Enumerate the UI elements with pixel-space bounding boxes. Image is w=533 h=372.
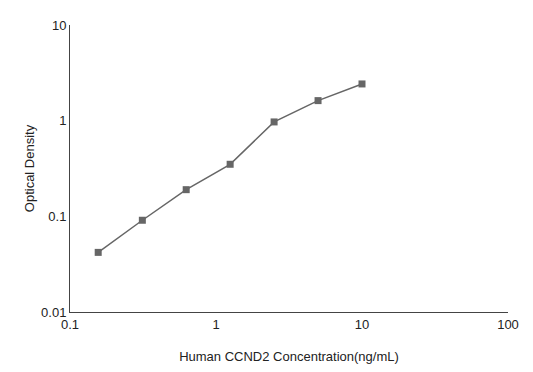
svg-text:0.01: 0.01 (41, 305, 66, 320)
svg-text:0.1: 0.1 (48, 209, 66, 224)
svg-text:100: 100 (497, 317, 519, 332)
svg-text:1: 1 (212, 317, 219, 332)
svg-text:10: 10 (52, 18, 66, 33)
svg-text:Human CCND2 Concentration(ng/m: Human CCND2 Concentration(ng/mL) (179, 349, 399, 364)
svg-text:10: 10 (355, 317, 369, 332)
svg-text:1: 1 (59, 113, 66, 128)
svg-text:Optical Density: Optical Density (22, 124, 37, 212)
svg-text:0.1: 0.1 (61, 317, 79, 332)
